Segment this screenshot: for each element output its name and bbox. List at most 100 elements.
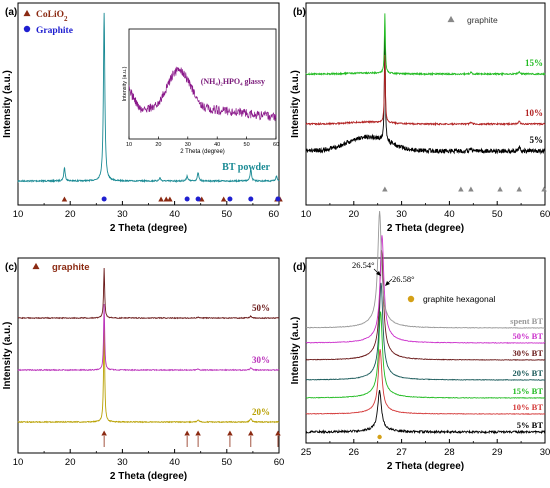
series-10pct-line (305, 54, 546, 127)
panel-c-xtick-label: 10 (13, 457, 24, 468)
series-label-15pct: 15% (525, 58, 543, 68)
reference-graphite-triangle (458, 186, 464, 192)
reference-graphite-circle (275, 196, 281, 202)
panel-d-xtick-label: 30 (540, 447, 550, 458)
series-label-30pct: 30% (252, 355, 270, 365)
panel-c-ylabel: Intensity (a.u.) (2, 322, 13, 390)
panel-b-xtick-label: 10 (301, 209, 312, 220)
reference-graphite-circle (248, 196, 254, 202)
panel-c-xtick-label: 30 (117, 457, 128, 468)
reference-colio2-triangle (61, 196, 68, 202)
legend-graphite-hexagonal-label: graphite hexagonal (423, 294, 495, 304)
panel-d-xtick-label: 26 (349, 447, 360, 458)
panel-b-ylabel: Intensity (a.u.) (290, 70, 301, 138)
panel-c-xtick-label: 50 (222, 457, 233, 468)
annotation-arrowhead-26-54 (376, 271, 381, 276)
reference-graphite-triangle (248, 430, 254, 436)
inset-xtick-label: 10 (126, 142, 132, 148)
panel-a-xtick-label: 50 (222, 209, 233, 220)
series-label-5pct: 5% (530, 135, 544, 145)
panel-d-xtick-label: 29 (492, 447, 503, 458)
reference-graphite-circle (195, 196, 201, 202)
panel-c-xtick-label: 40 (169, 457, 180, 468)
legend-graphite-label: graphite (467, 15, 498, 25)
reference-graphite-triangle (468, 186, 474, 192)
panel-a-xlabel: 2 Theta (degree) (110, 223, 187, 234)
panel-a-xtick-label: 10 (13, 209, 24, 220)
reference-graphite-triangle (195, 430, 201, 436)
panel-b-xtick-label: 20 (349, 209, 360, 220)
series-10pct-bt-line (305, 349, 546, 415)
inset-xtick-label: 60 (273, 142, 279, 148)
inset-xtick-label: 50 (244, 142, 250, 148)
legend-colio2-label: CoLiO2 (36, 10, 68, 23)
series-30pct-line (17, 304, 280, 372)
reference-colio2-triangle (163, 196, 169, 202)
series-label-20pct-bt: 20% BT (513, 368, 544, 378)
series-50pct-line (17, 267, 280, 320)
annotation-arrowhead-26-58 (385, 281, 390, 286)
panel-a-panel-label: (a) (5, 7, 17, 18)
series-label-50pct: 50% (252, 303, 270, 313)
reference-colio2-triangle (167, 196, 173, 202)
inset-frame (128, 28, 277, 140)
series-50pct-bt-line (305, 235, 546, 344)
reference-colio2-triangle (158, 196, 164, 202)
panel-c-xtick-label: 20 (65, 457, 76, 468)
series-bt-powder-line (17, 12, 280, 184)
series-label-20pct: 20% (252, 407, 270, 417)
panel-b-xtick-label: 60 (540, 209, 550, 220)
inset-xtick-label: 40 (214, 142, 220, 148)
series-label-bt-powder: BT powder (222, 162, 270, 173)
panel-d-xlabel: 2 Theta (degree) (387, 461, 464, 472)
panel-c-panel-label: (c) (5, 262, 17, 273)
panel-b-frame (305, 2, 546, 206)
series-label-30pct-bt: 30% BT (513, 348, 544, 358)
series-5pct-line (305, 34, 546, 155)
series-label-15pct-bt: 15% BT (513, 386, 544, 396)
reference-graphite-triangle (497, 186, 503, 192)
panel-c-frame (17, 257, 280, 454)
reference-graphite-triangle (101, 430, 107, 436)
inset-xtick-label: 20 (155, 142, 161, 148)
series-5pct-bt-line (305, 389, 546, 435)
series-20pct-line (17, 318, 280, 424)
panel-c-xlabel: 2 Theta (degree) (110, 471, 187, 482)
panel-d-frame (305, 257, 546, 444)
legend-graphite-triangle (447, 15, 455, 23)
legend-colio2-subscript: 2 (64, 15, 68, 23)
series-15pct-line (305, 13, 546, 77)
series-label-10pct-bt: 10% BT (513, 402, 544, 412)
reference-graphite-circle (227, 196, 233, 202)
reference-graphite-triangle (516, 186, 522, 192)
panel-b-panel-label: (b) (293, 7, 306, 18)
panel-d-xtick-label: 27 (396, 447, 407, 458)
reference-graphite-hexagonal-circle (377, 434, 382, 440)
panel-d-xtick-label: 25 (301, 447, 312, 458)
reference-graphite-triangle (227, 430, 233, 436)
series-spent-bt-line (305, 211, 546, 329)
panel-a-xtick-label: 40 (169, 209, 180, 220)
reference-graphite-triangle (275, 430, 281, 436)
reference-graphite-triangle (382, 186, 388, 192)
reference-graphite-triangle (184, 430, 190, 436)
series-label-spent-bt: spent BT (510, 316, 543, 326)
series-30pct-bt-line (305, 250, 546, 361)
reference-graphite-triangle (541, 186, 547, 192)
inset-glassy-line (128, 66, 277, 122)
inset-xtick-label: 30 (185, 142, 191, 148)
panel-b-xtick-label: 40 (444, 209, 455, 220)
legend-graphite-label: graphite (52, 262, 89, 273)
legend-graphite-circle (23, 25, 31, 33)
panel-b-xtick-label: 30 (396, 209, 407, 220)
legend-graphite-label: Graphite (36, 26, 73, 36)
series-15pct-bt-line (305, 311, 546, 399)
panel-d-xtick-label: 28 (444, 447, 455, 458)
panel-a-xtick-label: 60 (268, 209, 279, 220)
panel-b-xtick-label: 50 (492, 209, 503, 220)
panel-d-panel-label: (d) (293, 262, 306, 273)
reference-colio2-triangle (220, 196, 227, 202)
series-label-10pct: 10% (525, 108, 543, 118)
panel-a-xtick-label: 30 (117, 209, 128, 220)
